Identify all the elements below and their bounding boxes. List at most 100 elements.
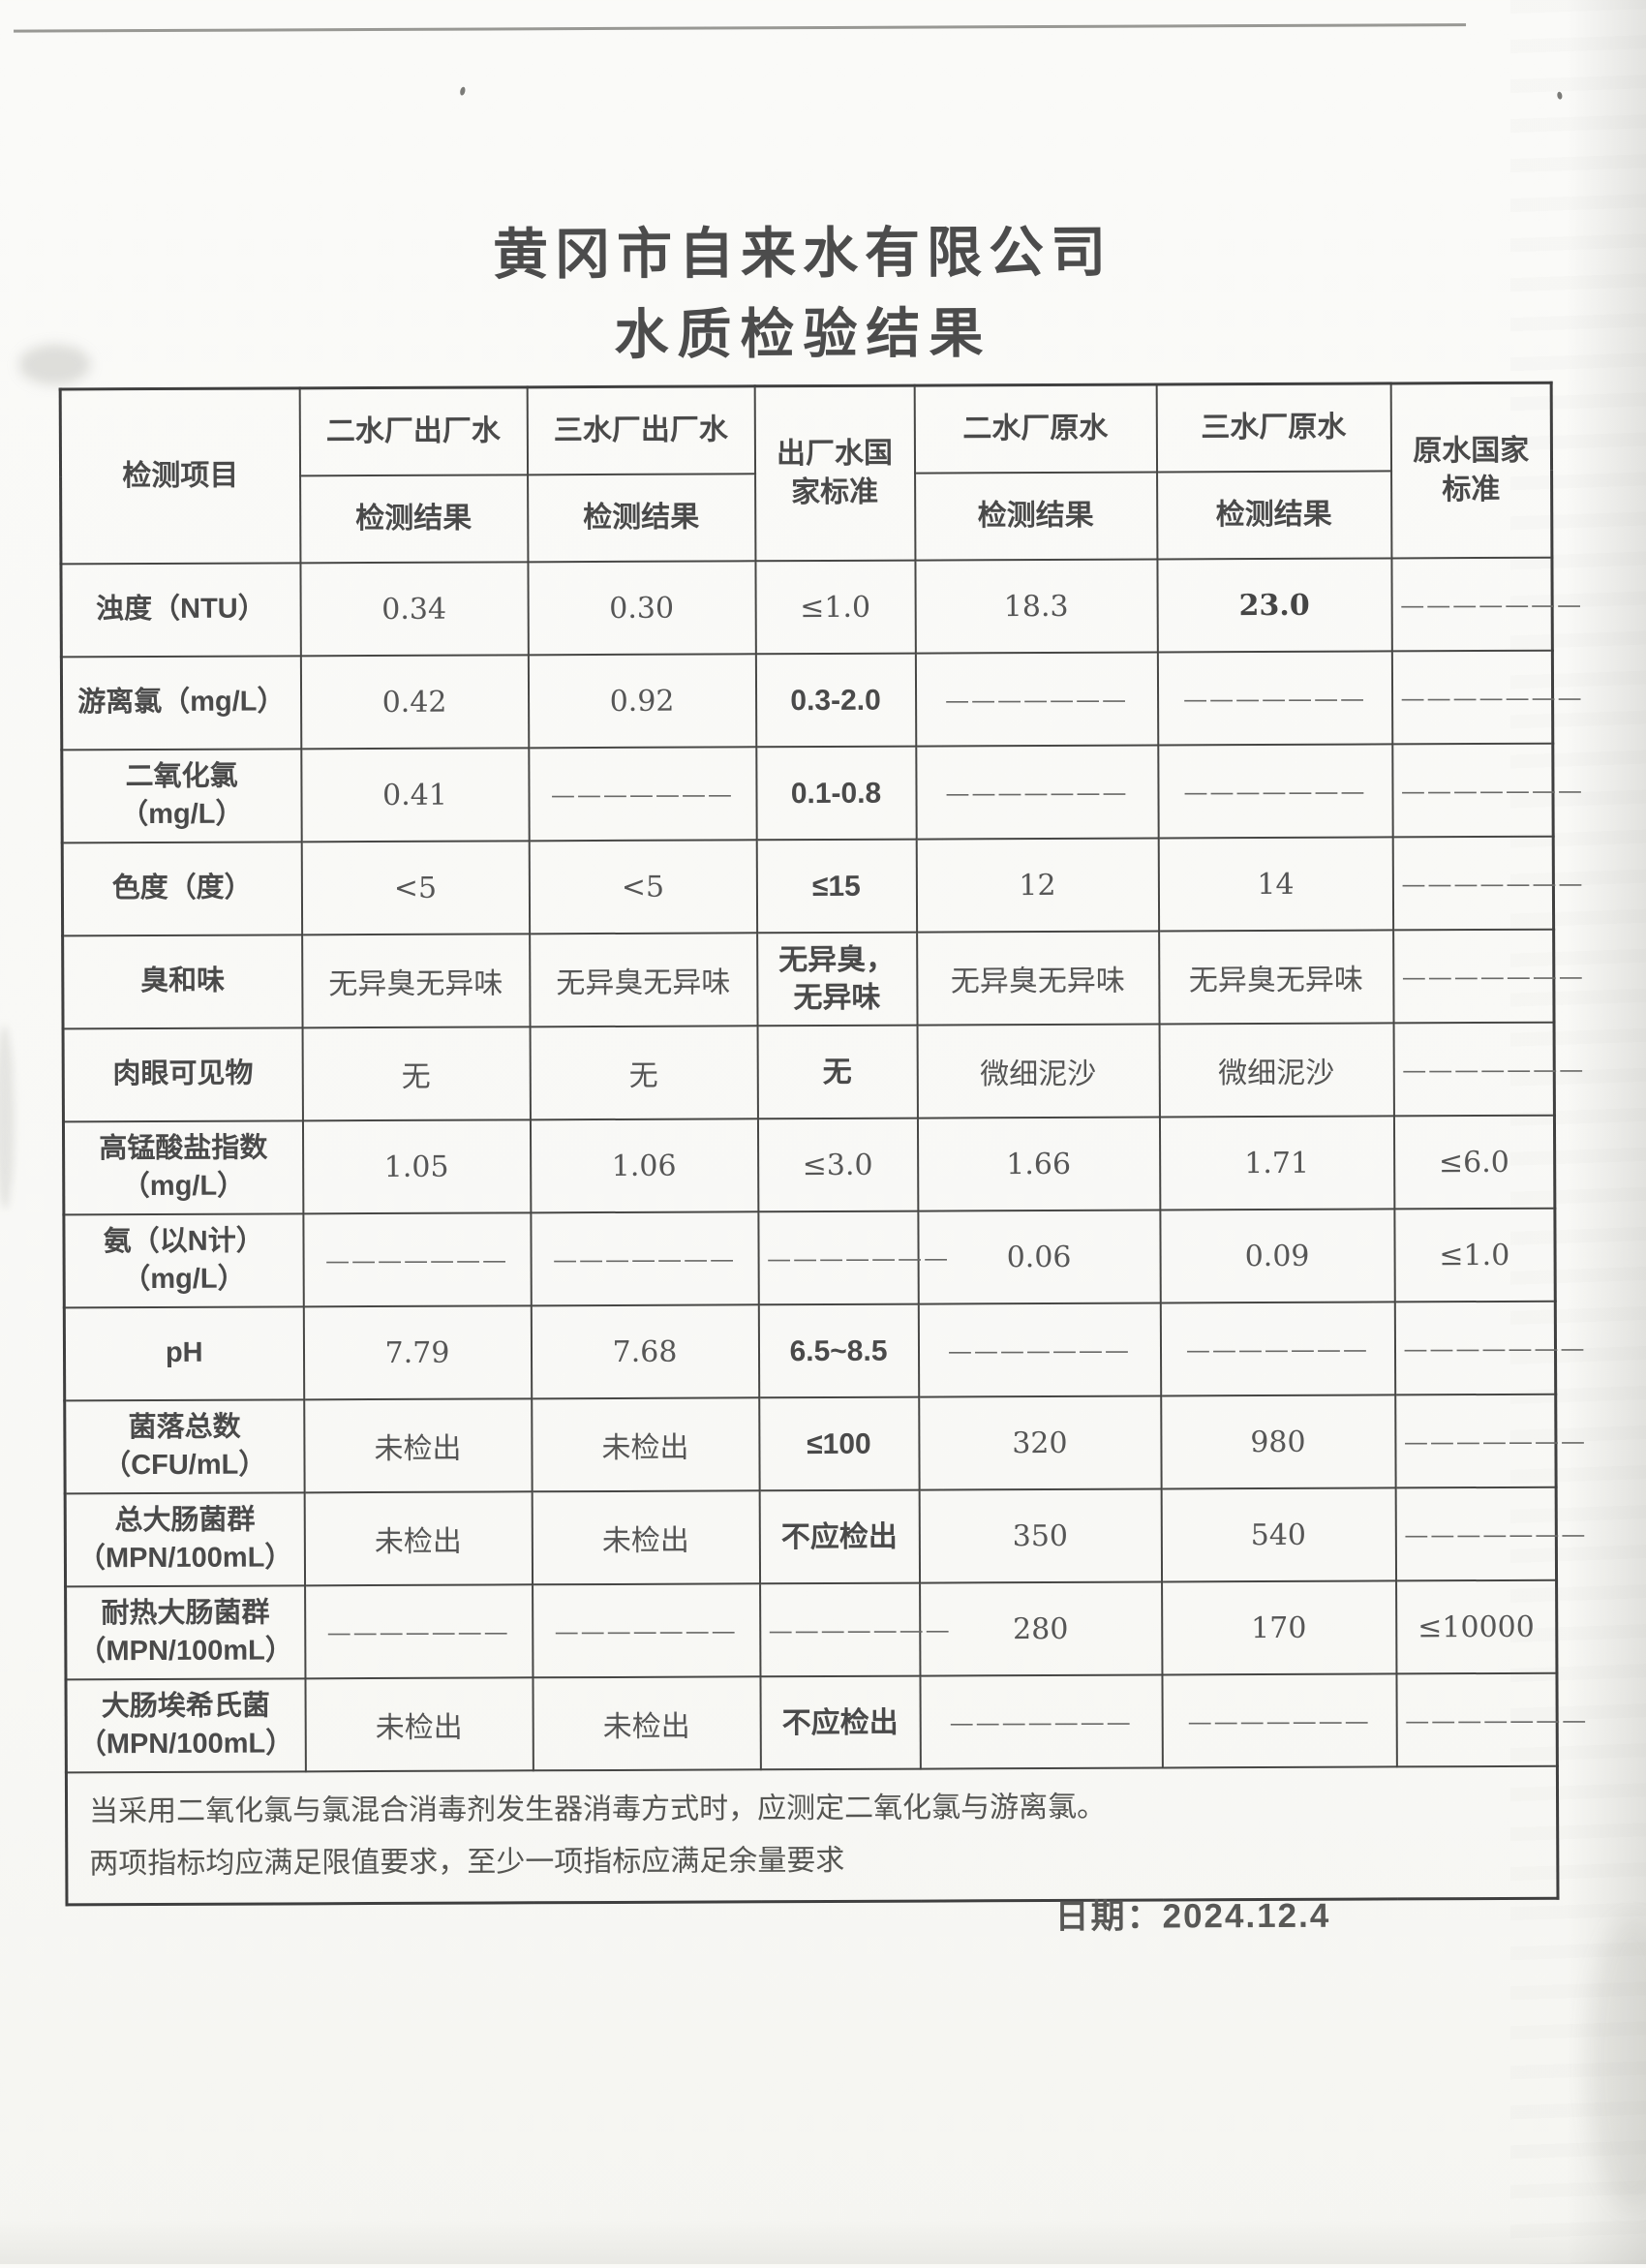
header-factory-standard: 出厂水国家标准 <box>754 385 915 562</box>
row-label: 耐热大肠菌群 （MPN/100mL） <box>65 1585 305 1680</box>
value-cell: 无异臭无异味 <box>1158 930 1394 1025</box>
value-cell: 未检出 <box>531 1397 760 1492</box>
value-cell: 320 <box>918 1395 1162 1490</box>
value-cell: 6.5~8.5 <box>758 1303 919 1398</box>
value-cell: ≤100 <box>758 1396 920 1491</box>
scan-bottom-shading <box>0 2220 1646 2264</box>
row-label: 高锰酸盐指数 （mg/L） <box>63 1120 303 1215</box>
value-cell: 540 <box>1161 1487 1396 1582</box>
value-cell: ≤1.0 <box>754 560 916 655</box>
value-cell: 0.41 <box>300 748 530 843</box>
value-cell: 不应检出 <box>759 1675 921 1770</box>
value-cell: <5 <box>301 841 530 935</box>
scan-speck <box>459 86 467 97</box>
header-plant2-out: 二水厂出厂水 <box>299 386 528 476</box>
header-result: 检测结果 <box>1156 471 1391 560</box>
table-row: 浊度（NTU） 0.34 0.30 ≤1.0 18.3 23.0 ——————— <box>60 557 1583 658</box>
empty-cell: ——————— <box>1157 744 1393 839</box>
value-cell: 23.0 <box>1156 558 1392 653</box>
footnote-line-2: 两项指标均应满足限值要求，至少一项指标应满足余量要求 <box>89 1844 845 1881</box>
empty-cell: ——————— <box>304 1584 533 1679</box>
empty-cell: ——————— <box>1157 651 1392 746</box>
empty-cell: ——————— <box>1161 1673 1397 1768</box>
value-cell: 未检出 <box>532 1490 760 1585</box>
empty-cell: ——————— <box>757 1211 950 1305</box>
row-label: 色度（度） <box>62 842 302 936</box>
value-cell: 1.66 <box>917 1117 1160 1211</box>
results-table: 检测项目 二水厂出厂水 三水厂出厂水 出厂水国家标准 二水厂原水 三水厂原水 原… <box>58 381 1588 1907</box>
value-cell: 280 <box>919 1581 1162 1676</box>
value-cell: 0.1-0.8 <box>755 746 917 841</box>
empty-cell: ——————— <box>759 1582 952 1677</box>
value-cell: 0.30 <box>527 561 756 656</box>
value-cell: 12 <box>916 838 1159 933</box>
table-row: 肉眼可见物无无无微细泥沙 微细泥沙 ——————— <box>63 1022 1585 1122</box>
table-row: 大肠埃希氏菌 （MPN/100mL） 未检出 未检出 不应检出 ——————— ——————… <box>65 1672 1588 1773</box>
empty-cell: ——————— <box>918 1303 1161 1397</box>
scan-smudge <box>0 1025 15 1210</box>
results-table-header: 检测项目 二水厂出厂水 三水厂出厂水 出厂水国家标准 二水厂原水 三水厂原水 原… <box>60 383 1552 565</box>
header-plant3-raw: 三水厂原水 <box>1156 383 1391 473</box>
value-cell: 无异臭无异味 <box>916 931 1160 1026</box>
row-label: pH <box>64 1306 304 1401</box>
value-cell: 1.05 <box>302 1119 531 1214</box>
value-cell: 0.34 <box>299 562 529 657</box>
table-row: 高锰酸盐指数 （mg/L） 1.05 1.06 ≤3.0 1.66 1.71 ≤6.0 <box>63 1115 1555 1215</box>
page-subtitle: 水质检验结果 <box>614 302 992 365</box>
header-row-1: 检测项目 二水厂出厂水 三水厂出厂水 出厂水国家标准 二水厂原水 三水厂原水 原… <box>60 383 1552 565</box>
header-item-col: 检测项目 <box>60 387 300 565</box>
row-label: 总大肠菌群 （MPN/100mL） <box>65 1492 305 1587</box>
value-cell: 0.09 <box>1159 1209 1395 1303</box>
header-result: 检测结果 <box>527 474 755 563</box>
header-result: 检测结果 <box>299 475 528 564</box>
empty-cell: ——————— <box>919 1674 1163 1769</box>
table-row: 耐热大肠菌群 （MPN/100mL） ——————— ——————— ——————— 28… <box>65 1579 1557 1680</box>
row-label: 游离氯（mg/L） <box>61 656 301 751</box>
value-cell: 7.68 <box>531 1304 759 1399</box>
value-cell: 未检出 <box>303 1398 533 1493</box>
row-label: 氨（以N计） （mg/L） <box>63 1213 304 1308</box>
scan-right-mottle <box>1510 0 1646 2264</box>
row-label: 臭和味 <box>62 935 303 1029</box>
value-cell: 微细泥沙 <box>917 1024 1160 1119</box>
value-cell: 350 <box>919 1488 1162 1583</box>
empty-cell: ——————— <box>530 1211 759 1306</box>
value-cell: 不应检出 <box>759 1489 920 1584</box>
value-cell: ≤3.0 <box>757 1118 918 1212</box>
value-cell: 无 <box>530 1026 758 1120</box>
header-plant2-raw: 二水厂原水 <box>914 383 1157 474</box>
value-cell: 无异臭无异味 <box>301 934 531 1028</box>
empty-cell: ——————— <box>532 1583 760 1678</box>
value-cell: 170 <box>1161 1580 1396 1675</box>
row-label: 大肠埃希氏菌 （MPN/100mL） <box>65 1678 306 1773</box>
value-cell: 18.3 <box>914 559 1158 654</box>
value-cell: 7.79 <box>303 1305 532 1400</box>
row-label: 菌落总数 （CFU/mL） <box>64 1399 305 1494</box>
table-row: 总大肠菌群 （MPN/100mL） 未检出 未检出 不应检出 350 540 ——————— <box>65 1486 1587 1587</box>
table-row: 菌落总数 （CFU/mL） 未检出 未检出 ≤100 320 980 ——————— <box>64 1394 1587 1494</box>
results-table-footer: 当采用二氧化氯与氯混合消毒剂发生器消毒方式时，应测定二氧化氯与游离氯。 两项指标… <box>66 1765 1558 1905</box>
scan-right-shading <box>1567 0 1646 2264</box>
value-cell: 未检出 <box>304 1491 533 1586</box>
value-cell: 1.06 <box>530 1119 758 1213</box>
value-cell: 未检出 <box>532 1676 761 1771</box>
value-cell: 无异臭， 无异味 <box>756 932 918 1027</box>
table-row: pH 7.79 7.68 6.5~8.5 ——————— ——————— ——————— <box>64 1301 1587 1401</box>
empty-cell: ——————— <box>1160 1302 1395 1396</box>
note-row: 当采用二氧化氯与氯混合消毒剂发生器消毒方式时，应测定二氧化氯与游离氯。 两项指标… <box>66 1765 1558 1905</box>
scan-edge-line <box>14 23 1467 33</box>
empty-cell: ——————— <box>915 745 1159 840</box>
table-row: 色度（度） <5 <5 ≤15 12 14 ——————— <box>62 836 1584 936</box>
value-cell: 无 <box>302 1027 531 1121</box>
value-cell: ≤15 <box>756 839 917 934</box>
page-title: 黄冈市自来水有限公司 <box>492 221 1113 287</box>
value-cell: 0.92 <box>528 654 756 749</box>
value-cell: 0.42 <box>300 655 529 750</box>
table-row: 二氧化氯 （mg/L） 0.41 ——————— 0.1-0.8 ——————— —————… <box>61 743 1584 843</box>
value-cell: 1.71 <box>1159 1116 1394 1211</box>
header-result: 检测结果 <box>914 472 1157 561</box>
empty-cell: ——————— <box>302 1212 532 1307</box>
table-row: 氨（以N计） （mg/L） ——————— ——————— ——————— 0.06 0.0… <box>63 1208 1556 1308</box>
value-cell: 0.06 <box>917 1210 1161 1304</box>
